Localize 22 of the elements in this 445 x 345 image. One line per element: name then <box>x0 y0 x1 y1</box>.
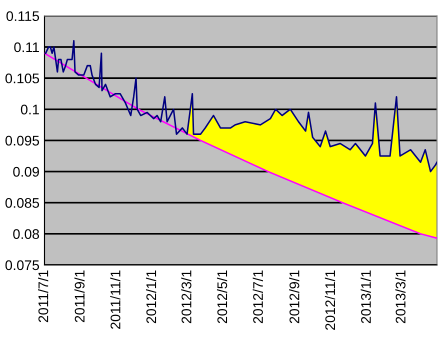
x-tick-label: 2011/7/1 <box>38 270 48 322</box>
x-tick-label: 2012/7/1 <box>252 270 263 324</box>
x-tick-label: 2013/3/1 <box>395 270 406 324</box>
x-tick-label: 2013/1/1 <box>360 270 371 324</box>
y-tick-label: 0.09 <box>13 166 39 177</box>
line-series <box>44 52 437 239</box>
y-tick-label: 0.085 <box>5 198 40 208</box>
y-tick-label: 0.105 <box>5 73 40 84</box>
x-tick-label: 2012/11/1 <box>324 270 336 330</box>
y-tick-label: 0.095 <box>5 136 40 146</box>
y-tick-label: 0.11 <box>14 42 39 52</box>
y-tick-label: 0.08 <box>13 229 40 239</box>
x-tick-label: 2012/5/1 <box>216 270 228 324</box>
x-tick-label: 2012/9/1 <box>289 270 300 324</box>
y-tick-label: 0.115 <box>6 11 40 22</box>
line-series <box>44 40 437 172</box>
x-tick-label: 2011/9/1 <box>74 270 85 322</box>
y-tick-label: 0.075 <box>5 260 40 270</box>
x-tick-label: 2012/3/1 <box>181 270 192 324</box>
x-tick-label: 2012/1/1 <box>146 270 156 324</box>
y-tick-label: 0.1 <box>20 104 39 114</box>
x-tick-label: 2011/11/1 <box>110 270 120 329</box>
